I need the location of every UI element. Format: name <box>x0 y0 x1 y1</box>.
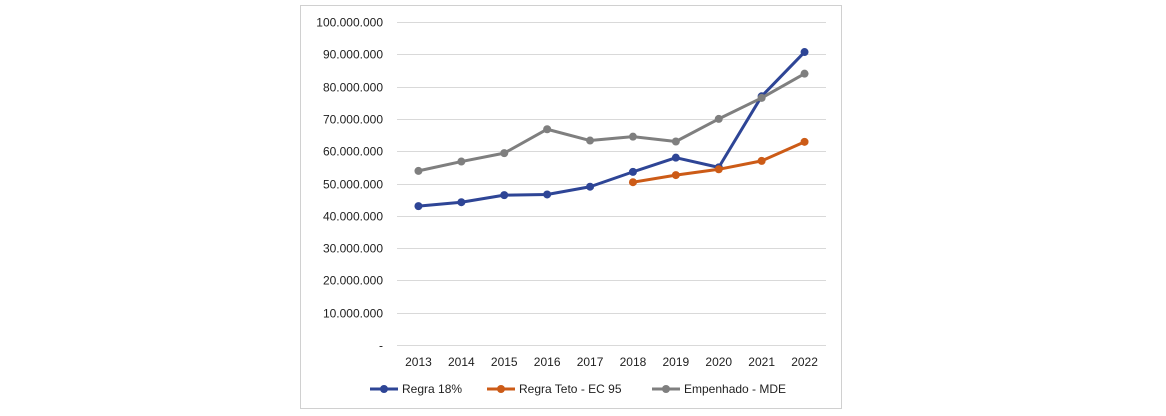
x-tick-label: 2020 <box>705 355 732 369</box>
data-point <box>714 165 723 174</box>
data-point <box>414 166 423 175</box>
data-point <box>457 198 466 207</box>
y-tick-label: 60.000.000 <box>323 145 383 159</box>
chart-frame <box>300 5 842 409</box>
data-point <box>800 137 809 146</box>
data-point <box>800 69 809 78</box>
series-line <box>416 72 807 173</box>
x-tick-label: 2019 <box>662 355 689 369</box>
series-2 <box>628 137 809 187</box>
data-point <box>714 114 723 123</box>
x-tick-label: 2014 <box>448 355 475 369</box>
series-lines <box>414 48 809 211</box>
y-tick-label: 70.000.000 <box>323 113 383 127</box>
x-tick-label: 2016 <box>534 355 561 369</box>
data-point <box>586 182 595 191</box>
data-point <box>671 171 680 180</box>
data-point <box>414 202 423 211</box>
series-line <box>416 50 807 208</box>
data-point <box>800 48 809 57</box>
data-point <box>757 156 766 165</box>
y-tick-label: 30.000.000 <box>323 242 383 256</box>
y-tick-label: 100.000.000 <box>316 16 383 30</box>
y-tick-label: 80.000.000 <box>323 81 383 95</box>
data-point <box>628 178 637 187</box>
legend-label: Regra 18% <box>402 382 462 396</box>
y-tick-label: 20.000.000 <box>323 274 383 288</box>
data-point <box>500 149 509 158</box>
legend: Regra 18% Regra Teto - EC 95 Empenhado - M… <box>370 382 786 396</box>
x-tick-label: 2017 <box>577 355 604 369</box>
gridlines <box>397 22 826 346</box>
y-tick-label: 50.000.000 <box>323 178 383 192</box>
data-point <box>628 167 637 176</box>
y-tick-label: - <box>379 339 383 353</box>
legend-marker <box>380 385 388 393</box>
data-point <box>757 93 766 102</box>
legend-label: Regra Teto - EC 95 <box>519 382 622 396</box>
data-point <box>543 190 552 199</box>
x-tick-label: 2022 <box>791 355 818 369</box>
legend-item: Empenhado - MDE <box>652 382 786 396</box>
y-axis: - 10.000.000 20.000.000 30.000.000 40.000.00… <box>316 16 383 353</box>
y-tick-label: 40.000.000 <box>323 210 383 224</box>
legend-item: Regra Teto - EC 95 <box>487 382 622 396</box>
legend-marker <box>497 385 505 393</box>
x-tick-label: 2013 <box>405 355 432 369</box>
x-tick-label: 2021 <box>748 355 775 369</box>
legend-item: Regra 18% <box>370 382 462 396</box>
legend-label: Empenhado - MDE <box>684 382 786 396</box>
data-point <box>628 132 637 141</box>
data-point <box>671 153 680 162</box>
x-tick-label: 2015 <box>491 355 518 369</box>
data-point <box>543 125 552 134</box>
y-tick-label: 90.000.000 <box>323 48 383 62</box>
legend-marker <box>662 385 670 393</box>
x-tick-label: 2018 <box>620 355 647 369</box>
data-point <box>457 157 466 166</box>
data-point <box>671 137 680 146</box>
y-tick-label: 10.000.000 <box>323 307 383 321</box>
data-point <box>500 191 509 200</box>
x-axis: 2013 2014 2015 2016 2017 2018 2019 2020 2021 2022 <box>405 355 818 369</box>
data-point <box>586 136 595 145</box>
series-3 <box>414 69 809 175</box>
